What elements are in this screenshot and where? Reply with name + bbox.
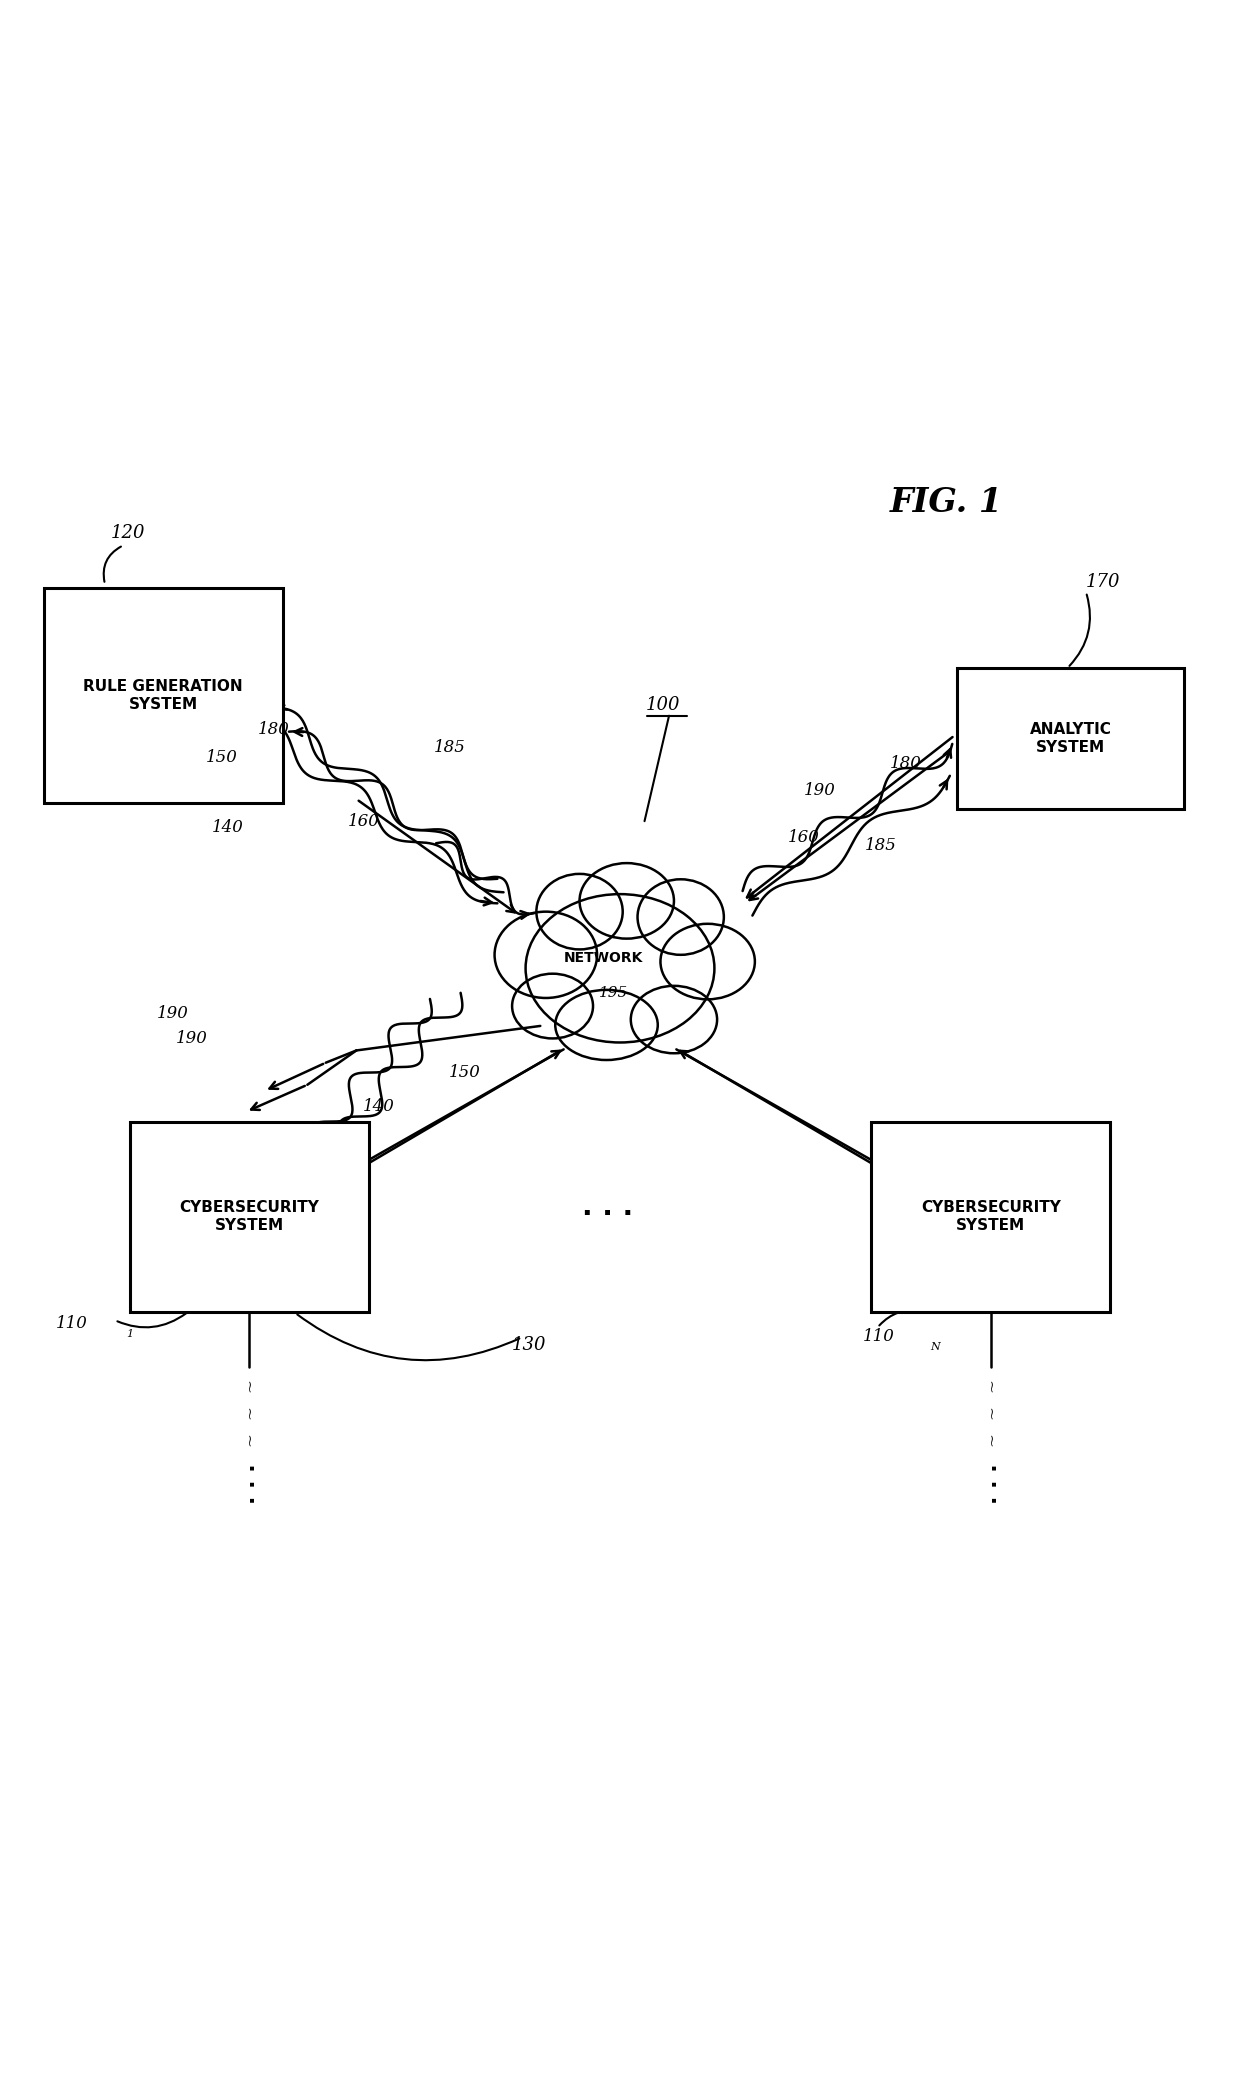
Text: 150: 150 [449, 1065, 480, 1082]
Text: . . .: . . . [981, 1463, 1001, 1503]
Text: 185: 185 [434, 740, 465, 757]
Text: 1: 1 [126, 1329, 133, 1339]
Ellipse shape [556, 989, 657, 1061]
FancyBboxPatch shape [129, 1121, 368, 1312]
Text: ~: ~ [982, 1432, 999, 1446]
Ellipse shape [661, 924, 755, 1000]
Text: CYBERSECURITY
SYSTEM: CYBERSECURITY SYSTEM [179, 1201, 319, 1232]
Text: 180: 180 [258, 721, 290, 738]
Text: 110: 110 [56, 1316, 88, 1333]
Text: 140: 140 [212, 820, 243, 836]
Text: FIG. 1: FIG. 1 [890, 486, 1003, 520]
Ellipse shape [637, 880, 724, 956]
Text: 120: 120 [112, 524, 145, 543]
Text: ~: ~ [241, 1432, 258, 1446]
Ellipse shape [631, 985, 717, 1054]
Text: NETWORK: NETWORK [564, 949, 644, 964]
FancyBboxPatch shape [957, 669, 1184, 809]
Ellipse shape [579, 864, 675, 939]
Text: 185: 185 [866, 836, 897, 855]
Text: 160: 160 [347, 813, 379, 830]
Text: ANALYTIC
SYSTEM: ANALYTIC SYSTEM [1029, 723, 1111, 755]
Ellipse shape [495, 912, 598, 998]
Text: ~: ~ [982, 1379, 999, 1392]
Text: 190: 190 [804, 782, 836, 799]
Text: 190: 190 [176, 1029, 208, 1046]
Ellipse shape [526, 895, 714, 1042]
Text: 130: 130 [512, 1335, 547, 1354]
Text: 110: 110 [863, 1327, 894, 1346]
Text: 180: 180 [890, 755, 921, 771]
Text: N: N [930, 1341, 940, 1352]
Text: ~: ~ [982, 1404, 999, 1419]
Text: ~: ~ [241, 1404, 258, 1419]
Text: RULE GENERATION
SYSTEM: RULE GENERATION SYSTEM [83, 679, 243, 713]
Text: . . .: . . . [582, 1193, 634, 1222]
Text: ~: ~ [241, 1379, 258, 1392]
Text: 195: 195 [599, 985, 627, 1000]
Text: 140: 140 [362, 1098, 394, 1115]
FancyBboxPatch shape [43, 589, 283, 803]
Text: CYBERSECURITY
SYSTEM: CYBERSECURITY SYSTEM [921, 1201, 1061, 1232]
Text: 170: 170 [1086, 572, 1121, 591]
Text: 150: 150 [206, 748, 237, 765]
Text: . . .: . . . [239, 1463, 259, 1503]
Ellipse shape [537, 874, 622, 949]
Text: 190: 190 [156, 1006, 188, 1023]
Text: 100: 100 [646, 696, 681, 715]
Ellipse shape [512, 975, 593, 1038]
Text: 160: 160 [787, 828, 820, 845]
FancyBboxPatch shape [872, 1121, 1111, 1312]
